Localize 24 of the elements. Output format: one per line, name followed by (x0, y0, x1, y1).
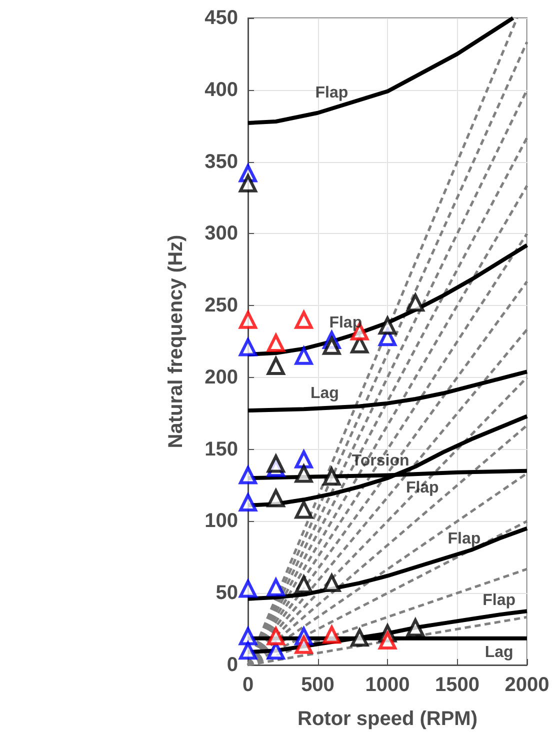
y-tick-label: 300 (204, 222, 238, 245)
y-tick-label: 0 (226, 654, 238, 676)
y-tick-label: 50 (216, 582, 238, 604)
annotation: Flap (406, 479, 440, 496)
x-tick-label: 2000 (504, 674, 550, 696)
x-axis-title: Rotor speed (RPM) (298, 708, 478, 730)
x-tick-label: 500 (301, 674, 334, 696)
annotation: Lag (484, 644, 514, 661)
annotation: Flap (315, 84, 348, 102)
y-tick-label: 200 (204, 366, 238, 388)
annotation: Lag (310, 385, 339, 402)
y-tick-label: 350 (204, 150, 238, 173)
x-tick-label: 1000 (365, 674, 410, 696)
y-tick-label: 150 (204, 438, 238, 460)
annotation: Flap (482, 592, 516, 610)
y-tick-label: 400 (204, 78, 238, 101)
y-tick-label: 100 (204, 510, 238, 532)
x-tick-label: 0 (242, 674, 254, 696)
annotation: Flap (329, 314, 362, 332)
y-tick-label: 450 (204, 7, 238, 29)
y-axis-title: Natural frequency (Hz) (165, 234, 187, 448)
annotation: Flap (448, 530, 481, 548)
y-tick-label: 250 (204, 294, 238, 317)
x-tick-label: 1500 (435, 674, 480, 696)
